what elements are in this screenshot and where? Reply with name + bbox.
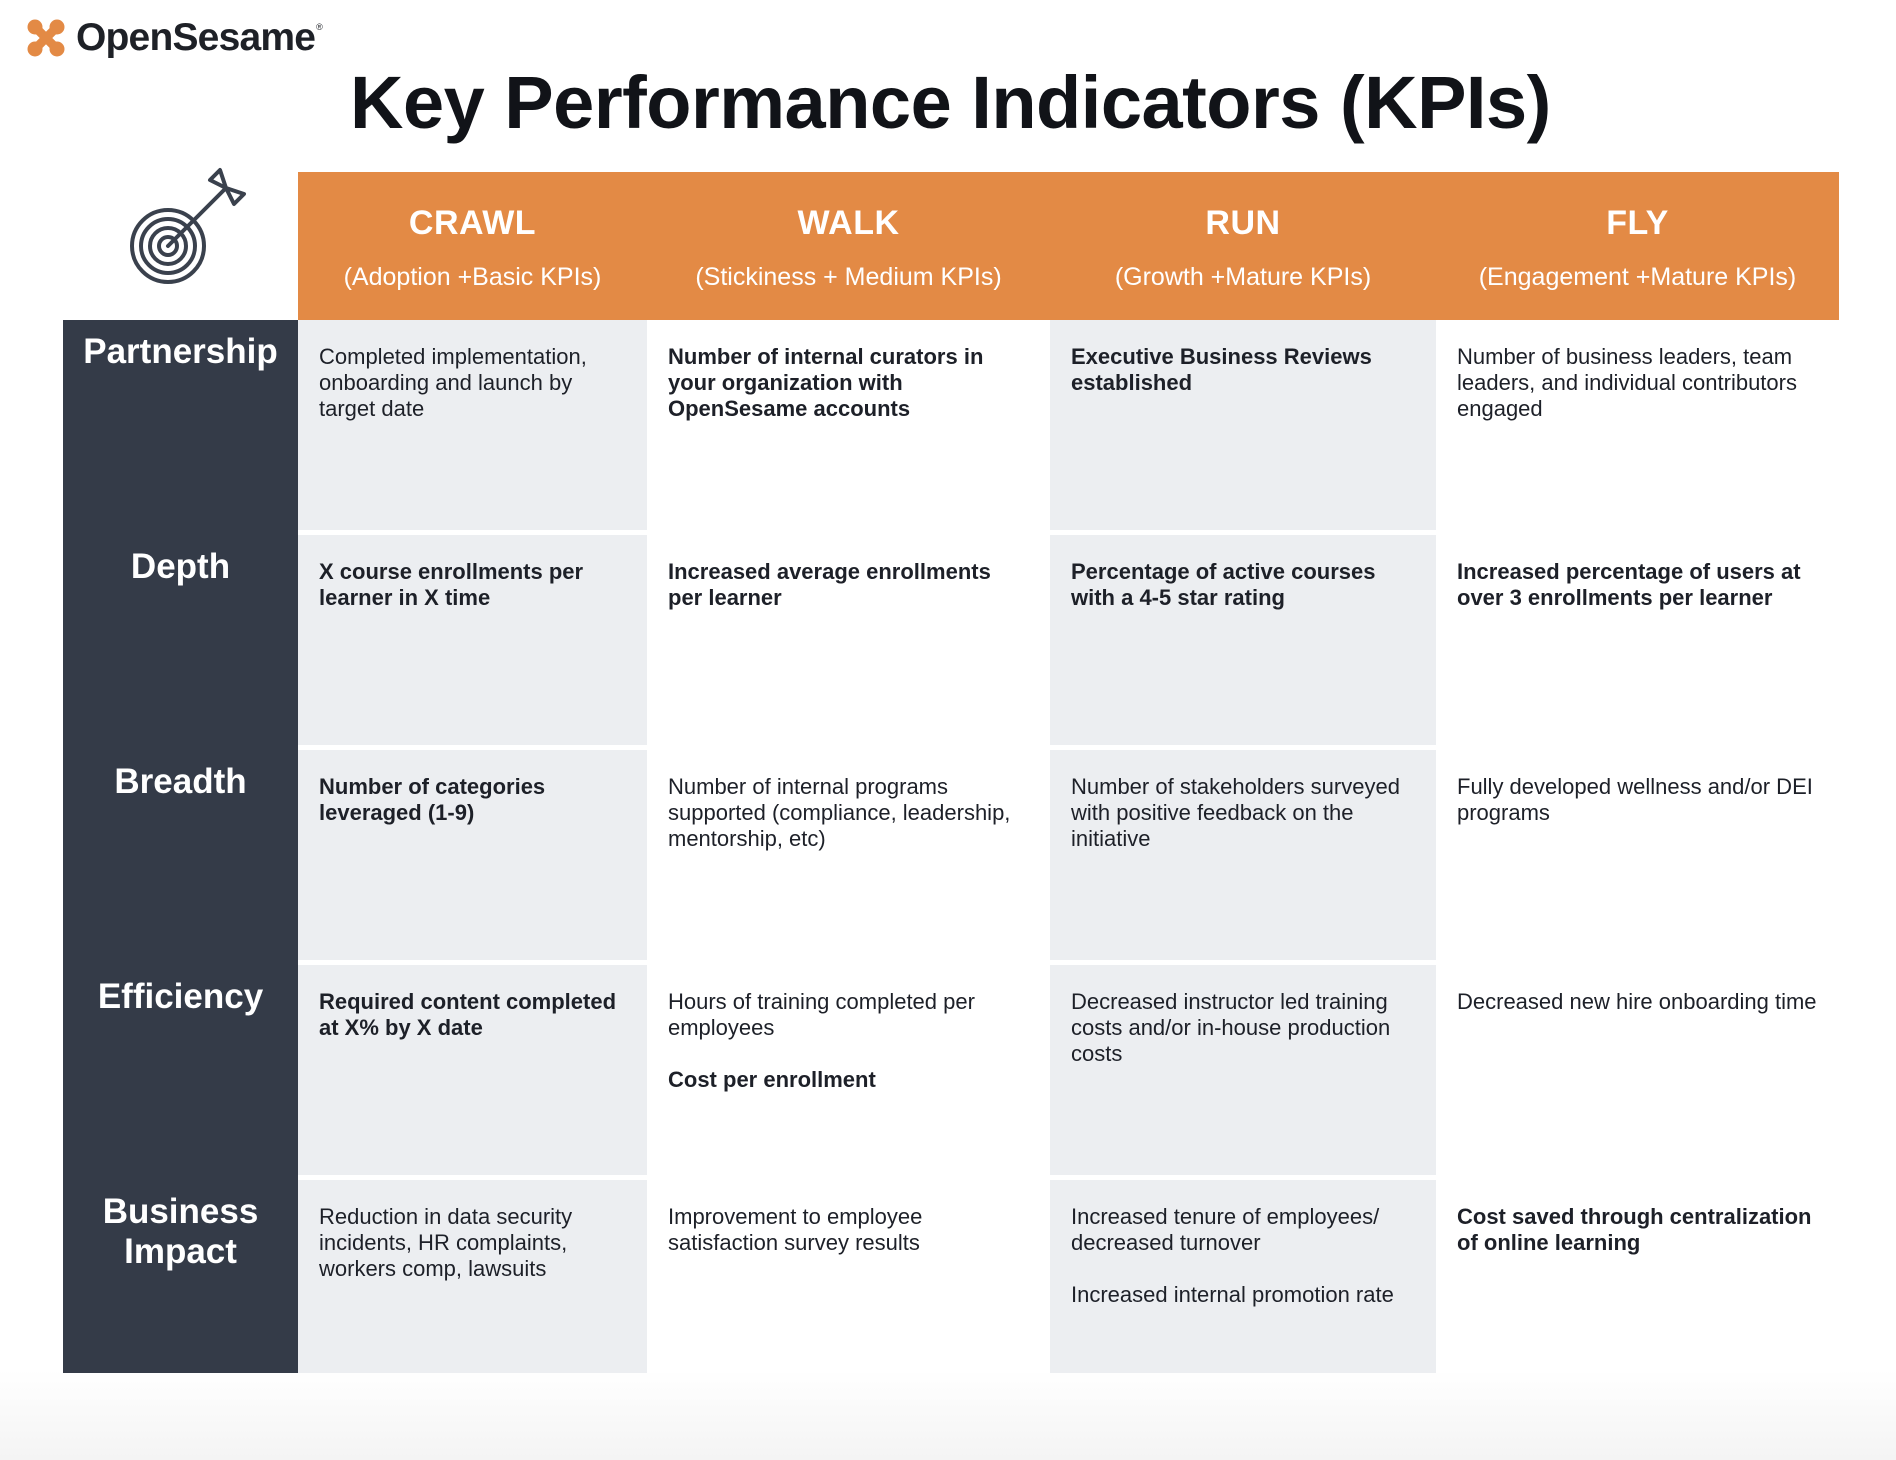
stage-subtitle: (Engagement +Mature KPIs) — [1478, 263, 1797, 291]
kpi-cell-run: Decreased instructor led training costs … — [1050, 965, 1436, 1180]
stage-name: RUN — [1205, 204, 1281, 242]
kpi-text: Completed implementation, onboarding and… — [319, 344, 587, 421]
kpi-cell-fly: Fully developed wellness and/or DEI prog… — [1436, 750, 1839, 965]
brand-logo: OpenSesame® — [24, 16, 323, 60]
kpi-cell-walk: Number of internal curators in your orga… — [647, 320, 1050, 535]
row-label-line: Efficiency — [97, 977, 264, 1016]
stage-header-crawl: CRAWL (Adoption +Basic KPIs) — [298, 172, 647, 320]
kpi-text: Decreased instructor led training costs … — [1071, 989, 1391, 1066]
kpi-cell-walk: Number of internal programs supported (c… — [647, 750, 1050, 965]
row-label-partnership: Partnership — [63, 320, 298, 535]
kpi-text: Increased internal promotion rate — [1071, 1282, 1394, 1307]
page-footer-band — [0, 1370, 1896, 1460]
kpi-cell-walk: Increased average enrollments per learne… — [647, 535, 1050, 750]
row-label-line: Business — [102, 1192, 259, 1231]
kpi-cell-crawl: Required content completed at X% by X da… — [298, 965, 647, 1180]
kpi-text: Percentage of active courses with a 4-5 … — [1071, 559, 1376, 610]
kpi-table: CRAWL (Adoption +Basic KPIs) WALK (Stickine… — [63, 172, 1839, 1373]
kpi-cell-run: Increased tenure of employees/ decreased… — [1050, 1180, 1436, 1373]
table-corner — [63, 172, 298, 320]
kpi-cell-fly: Decreased new hire onboarding time — [1436, 965, 1839, 1180]
kpi-cell-crawl: Number of categories leveraged (1-9) — [298, 750, 647, 965]
kpi-text: Reduction in data security incidents, HR… — [319, 1204, 573, 1281]
kpi-text: Improvement to employee satisfaction sur… — [668, 1204, 923, 1255]
target-dart-icon — [130, 168, 246, 284]
row-label-efficiency: Efficiency — [63, 965, 298, 1180]
row-label-line: Impact — [124, 1232, 237, 1271]
kpi-text: Cost saved through centralization of onl… — [1457, 1204, 1812, 1255]
kpi-cell-run: Executive Business Reviews established — [1050, 320, 1436, 535]
kpi-cell-fly: Increased percentage of users at over 3 … — [1436, 535, 1839, 750]
kpi-cell-crawl: X course enrollments per learner in X ti… — [298, 535, 647, 750]
row-label-breadth: Breadth — [63, 750, 298, 965]
kpi-text: Number of business leaders, team leaders… — [1457, 344, 1797, 421]
kpi-text: X course enrollments per learner in X ti… — [319, 559, 584, 610]
stage-header-walk: WALK (Stickiness + Medium KPIs) — [647, 172, 1050, 320]
kpi-cell-fly: Cost saved through centralization of onl… — [1436, 1180, 1839, 1373]
row-label-depth: Depth — [63, 535, 298, 750]
row-label-line: Breadth — [114, 762, 247, 801]
row-label-business-impact: Business Impact — [63, 1180, 298, 1373]
kpi-text: Required content completed at X% by X da… — [319, 989, 617, 1040]
kpi-text: Increased average enrollments per learne… — [668, 559, 991, 610]
kpi-text: Executive Business Reviews established — [1071, 344, 1372, 395]
stage-name: WALK — [797, 204, 900, 242]
kpi-cell-run: Number of stakeholders surveyed with pos… — [1050, 750, 1436, 965]
row-label-line: Partnership — [83, 332, 278, 371]
stage-header-run: RUN (Growth +Mature KPIs) — [1050, 172, 1436, 320]
brand-name: OpenSesame® — [76, 16, 323, 59]
kpi-cell-walk: Improvement to employee satisfaction sur… — [647, 1180, 1050, 1373]
kpi-cell-fly: Number of business leaders, team leaders… — [1436, 320, 1839, 535]
page-title: Key Performance Indicators (KPIs) — [350, 61, 1551, 144]
kpi-cell-crawl: Completed implementation, onboarding and… — [298, 320, 647, 535]
kpi-text: Increased percentage of users at over 3 … — [1457, 559, 1801, 610]
kpi-cell-run: Percentage of active courses with a 4-5 … — [1050, 535, 1436, 750]
stage-header-fly: FLY (Engagement +Mature KPIs) — [1436, 172, 1839, 320]
row-label-line: Depth — [130, 547, 231, 586]
kpi-text: Cost per enrollment — [668, 1067, 876, 1092]
open-sesame-x-logo-icon — [27, 19, 65, 57]
kpi-cell-walk: Hours of training completed per employee… — [647, 965, 1050, 1180]
stage-subtitle: (Growth +Mature KPIs) — [1114, 263, 1372, 291]
kpi-text: Hours of training completed per employee… — [668, 989, 975, 1040]
kpi-cell-crawl: Reduction in data security incidents, HR… — [298, 1180, 647, 1373]
stage-subtitle: (Adoption +Basic KPIs) — [343, 263, 602, 291]
stage-name: FLY — [1606, 204, 1669, 242]
kpi-text: Number of internal curators in your orga… — [668, 344, 984, 421]
kpi-text: Fully developed wellness and/or DEI prog… — [1457, 774, 1813, 825]
kpi-text: Number of stakeholders surveyed with pos… — [1071, 774, 1400, 851]
kpi-text: Number of categories leveraged (1-9) — [319, 774, 546, 825]
kpi-text: Number of internal programs supported (c… — [668, 774, 1011, 851]
kpi-text: Increased tenure of employees/ decreased… — [1071, 1204, 1380, 1255]
kpi-text: Decreased new hire onboarding time — [1457, 989, 1817, 1014]
stage-subtitle: (Stickiness + Medium KPIs) — [695, 263, 1002, 291]
stage-name: CRAWL — [408, 204, 537, 242]
